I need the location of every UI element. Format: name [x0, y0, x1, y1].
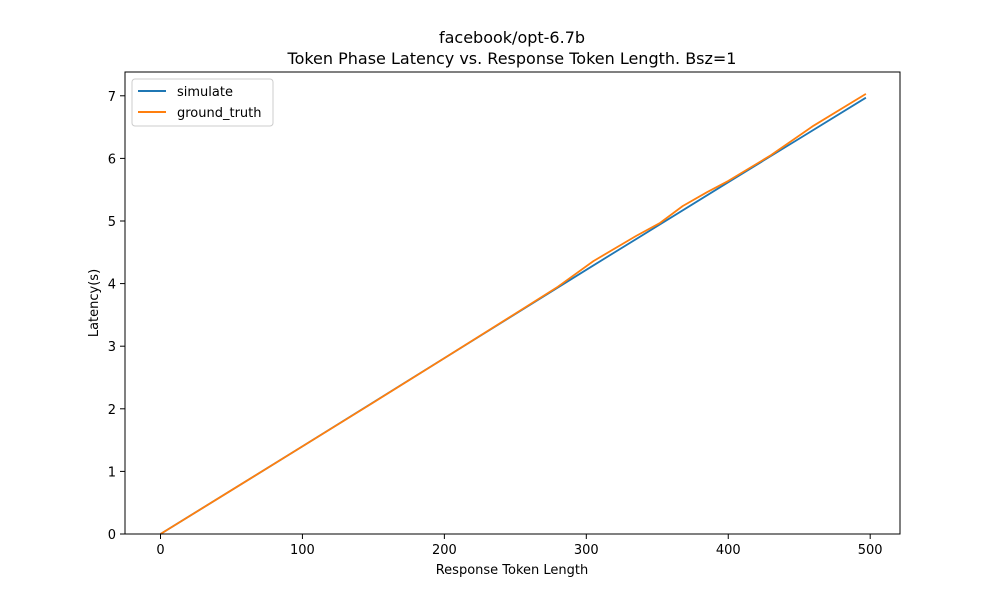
x-tick-label: 0	[156, 543, 164, 558]
series-layer	[160, 93, 867, 535]
legend: simulate ground_truth	[131, 78, 274, 127]
x-axis-label: Response Token Length	[436, 563, 589, 578]
x-tick-label: 100	[290, 543, 315, 558]
legend-label-ground-truth: ground_truth	[177, 106, 262, 121]
chart-subtitle: Token Phase Latency vs. Response Token L…	[287, 49, 737, 68]
ticks-layer: 0 100 200 300 400 500 0 1 2 3 4 5 6 7	[108, 90, 883, 558]
x-tick-label: 500	[858, 543, 883, 558]
plot-frame	[124, 71, 901, 535]
y-tick-label: 3	[108, 340, 116, 355]
series-line-ground-truth	[160, 93, 867, 535]
x-tick-label: 400	[716, 543, 741, 558]
y-tick-label: 1	[108, 465, 116, 480]
y-tick-label: 0	[108, 528, 116, 543]
y-tick-label: 5	[108, 215, 116, 230]
y-tick-label: 2	[108, 403, 116, 418]
legend-label-simulate: simulate	[177, 85, 233, 100]
y-tick-label: 4	[108, 278, 116, 293]
y-axis-label: Latency(s)	[87, 269, 102, 337]
chart-title: facebook/opt-6.7b	[439, 28, 585, 47]
x-tick-label: 300	[574, 543, 599, 558]
legend-box	[131, 78, 274, 127]
y-tick-label: 6	[108, 152, 116, 167]
y-tick-label: 7	[108, 90, 116, 105]
x-tick-label: 200	[432, 543, 457, 558]
